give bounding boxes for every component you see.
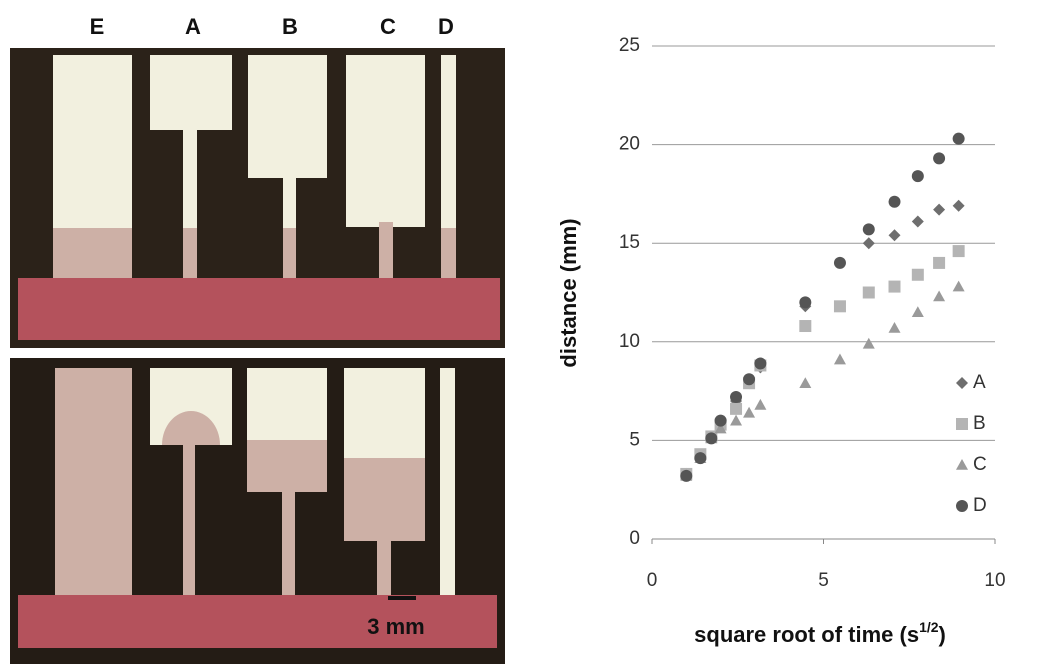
point xyxy=(754,357,767,370)
point xyxy=(933,152,946,165)
point xyxy=(714,414,727,427)
legend-marker xyxy=(956,377,968,389)
point xyxy=(888,195,901,208)
x-tick-label: 5 xyxy=(818,570,829,591)
point xyxy=(833,256,846,269)
y-tick-label: 0 xyxy=(629,528,640,549)
point xyxy=(862,286,875,299)
wet-area xyxy=(183,445,195,596)
point xyxy=(933,290,946,302)
y-tick-label: 15 xyxy=(619,232,640,253)
point xyxy=(799,320,812,333)
point xyxy=(952,132,965,145)
strip xyxy=(346,55,425,227)
legend-label: C xyxy=(973,454,987,475)
point xyxy=(705,432,718,445)
point xyxy=(888,321,901,333)
point xyxy=(911,306,924,318)
strip xyxy=(248,55,327,178)
x-axis-label-text: square root of time (s xyxy=(694,622,919,647)
wet-area xyxy=(441,228,456,279)
legend-marker xyxy=(956,418,968,430)
wet-area xyxy=(344,458,425,541)
x-tick-label: 10 xyxy=(984,570,1005,591)
strip-label: B xyxy=(282,14,298,39)
point xyxy=(833,353,846,365)
point xyxy=(952,280,965,292)
y-tick-label: 10 xyxy=(619,331,640,352)
wet-area xyxy=(247,440,327,492)
point xyxy=(799,296,812,309)
photo: E A B C D 3 mm xyxy=(10,14,505,664)
point xyxy=(730,402,743,415)
point xyxy=(911,215,924,228)
legend-label: A xyxy=(973,372,986,393)
legend-marker xyxy=(956,500,968,512)
strip xyxy=(440,368,455,596)
wet-area xyxy=(162,411,220,445)
point xyxy=(714,422,727,434)
point xyxy=(933,256,946,269)
strip xyxy=(150,55,232,130)
scale-label: 3 mm xyxy=(367,614,424,639)
strip-label: C xyxy=(380,14,396,39)
point xyxy=(888,280,901,293)
legend-label: B xyxy=(973,413,986,434)
point xyxy=(862,337,875,349)
x-axis-label-superscript: 1/2 xyxy=(919,619,939,635)
strip-label: D xyxy=(438,14,454,39)
point xyxy=(933,203,946,216)
point xyxy=(730,391,743,404)
point xyxy=(952,245,965,258)
legend-marker xyxy=(956,459,968,470)
point xyxy=(680,469,693,482)
strip xyxy=(441,55,456,279)
point xyxy=(799,377,812,389)
point xyxy=(952,199,965,212)
point xyxy=(694,452,707,465)
point xyxy=(862,237,875,250)
y-tick-label: 5 xyxy=(629,429,640,450)
wet-area xyxy=(377,541,391,596)
wet-area xyxy=(183,228,197,279)
x-tick-label: 0 xyxy=(647,570,658,591)
point xyxy=(911,170,924,183)
wet-area xyxy=(282,492,295,596)
point xyxy=(754,398,767,410)
point xyxy=(730,414,743,426)
point xyxy=(862,223,875,236)
pad xyxy=(18,278,500,340)
y-tick-label: 20 xyxy=(619,134,640,155)
point xyxy=(743,406,756,418)
wet-area xyxy=(53,228,132,279)
strip-label: A xyxy=(185,14,201,39)
y-tick-label: 25 xyxy=(619,35,640,56)
y-axis-label: distance (mm) xyxy=(556,218,581,367)
x-axis-label-text: ) xyxy=(939,622,946,647)
point xyxy=(743,373,756,386)
point xyxy=(888,229,901,242)
x-axis-label: square root of time (s1/2) xyxy=(694,619,946,647)
wet-area xyxy=(379,222,393,279)
wet-area xyxy=(55,368,132,596)
pad xyxy=(18,595,497,648)
legend-label: D xyxy=(973,495,987,516)
point xyxy=(911,268,924,281)
wet-area xyxy=(283,228,296,279)
strip-label: E xyxy=(90,14,105,39)
point xyxy=(833,300,846,313)
